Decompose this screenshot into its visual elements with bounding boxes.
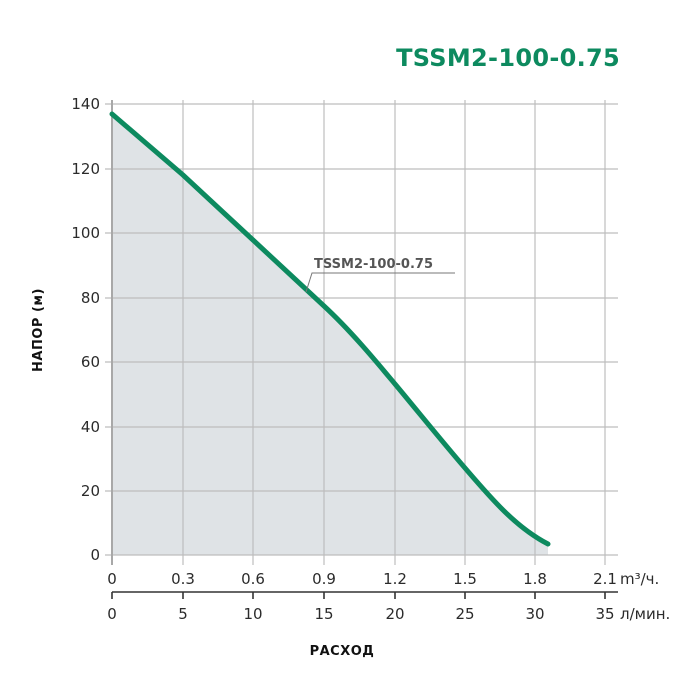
x-tick: 0 [107,570,117,588]
y-axis-title: НАПОР (м) [31,288,46,372]
x-tick: 1.2 [383,570,407,588]
x-axis-title: РАСХОД [310,644,375,659]
x2-tick: 10 [243,605,262,623]
x-tick: 1.8 [523,570,547,588]
chart-title: TSSM2-100-0.75 [396,44,620,72]
grid-horizontal [105,103,618,556]
x-tick: 0.3 [171,570,195,588]
curve-label-leader [305,272,455,293]
x-tick: 0.6 [241,570,265,588]
x-unit-secondary: л/мин. [620,605,670,623]
x2-tick: 30 [525,605,544,623]
x-axis-secondary [111,591,618,599]
x-tick: 1.5 [453,570,477,588]
x-tick-labels-secondary: 0 5 10 15 20 25 30 35 л/мин. [107,605,670,623]
x-tick-labels-primary: 0 0.3 0.6 0.9 1.2 1.5 1.8 2.1 m³/ч. [107,570,659,588]
y-tick: 20 [81,482,100,500]
y-tick: 120 [71,160,100,178]
y-tick-labels: 0 20 40 60 80 100 120 140 [71,95,100,564]
x-tick: 0.9 [312,570,336,588]
x2-tick: 25 [455,605,474,623]
x2-tick: 15 [314,605,333,623]
y-tick: 140 [71,95,100,113]
y-tick: 100 [71,224,100,242]
x2-tick: 5 [178,605,188,623]
pump-curve-line [109,111,551,547]
x-unit-primary: m³/ч. [620,570,659,588]
y-tick: 80 [81,289,100,307]
y-tick: 0 [90,546,100,564]
x2-tick: 35 [595,605,614,623]
x-tick: 2.1 [593,570,617,588]
y-tick: 40 [81,418,100,436]
y-tick: 60 [81,353,100,371]
x2-tick: 0 [107,605,117,623]
x2-tick: 20 [385,605,404,623]
curve-label: TSSM2-100-0.75 [314,257,433,272]
curve-area-fill [112,114,548,555]
